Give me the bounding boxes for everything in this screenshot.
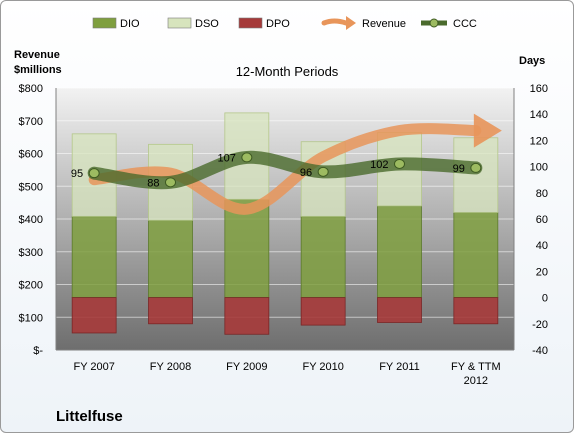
dio-bar [453, 212, 499, 298]
ccc-point [317, 166, 329, 177]
category-label: FY 2010 [302, 361, 343, 373]
legend-swatch [238, 17, 263, 29]
dpo-bar [453, 297, 499, 325]
ccc-data-label: 99 [453, 163, 465, 175]
dpo-bar [148, 297, 193, 325]
right-tick-label: 80 [536, 188, 548, 200]
ccc-data-label: 102 [370, 159, 388, 171]
left-tick-label: $- [33, 345, 43, 357]
revenue-arrowhead [473, 113, 502, 148]
category-label: FY 2007 [73, 361, 114, 373]
ccc-data-label: 88 [147, 177, 159, 189]
left-tick-label: $100 [19, 312, 43, 324]
right-tick-label: 160 [530, 83, 548, 95]
legend-swatch [92, 17, 117, 29]
legend-ccc-marker [429, 18, 439, 28]
left-axis-label-line2: $millions [14, 64, 62, 76]
ccc-point [165, 177, 176, 188]
dpo-bar [224, 297, 270, 335]
dio-bar [71, 215, 117, 299]
ccc-data-label: 107 [217, 152, 235, 164]
legend-revenue-arrowhead [346, 16, 356, 30]
left-tick-label: $700 [19, 116, 43, 128]
right-tick-label: 120 [530, 135, 548, 147]
category-label: 2012 [464, 375, 488, 387]
axis-ticks: $- $100 $200 $300 $400 $500 $600 $700 $800 -40 -20… [19, 83, 548, 387]
legend: DIO DSO DPO Revenue CCC [92, 16, 477, 30]
right-tick-label: -40 [532, 345, 548, 357]
left-tick-label: $800 [19, 83, 43, 95]
dio-bar [300, 215, 346, 299]
left-tick-label: $600 [19, 149, 43, 161]
right-tick-label: 20 [536, 266, 548, 278]
category-label: FY 2008 [150, 361, 191, 373]
ccc-point [88, 168, 100, 179]
ccc-line [87, 150, 483, 190]
category-label: FY & TTM [451, 361, 501, 373]
chart-title: 12-Month Periods [236, 64, 339, 79]
revenue-layer [88, 113, 502, 215]
ccc-data-label: 96 [300, 167, 312, 179]
right-tick-label: -20 [532, 319, 548, 331]
dio-bar [148, 219, 193, 298]
legend-label: DIO [120, 18, 140, 30]
category-label: FY 2009 [226, 361, 267, 373]
left-tick-label: $500 [19, 181, 43, 193]
legend-swatch [167, 17, 192, 29]
dpo-bar [377, 297, 422, 323]
ccc-layer [87, 150, 483, 190]
ccc-data-label: 95 [71, 168, 83, 180]
ccc-point [394, 158, 405, 169]
legend-label: Revenue [362, 18, 406, 30]
dio-bar [377, 205, 422, 298]
right-tick-label: 0 [542, 293, 548, 305]
dpo-bar [300, 297, 346, 326]
data-labels: 95 88 107 96 102 99 [71, 152, 465, 189]
legend-label: DPO [266, 18, 290, 30]
ccc-point [241, 152, 253, 163]
right-tick-label: 100 [530, 162, 548, 174]
right-tick-label: 140 [530, 109, 548, 121]
right-tick-label: 40 [536, 240, 548, 252]
right-axis-label: Days [519, 55, 545, 67]
left-tick-label: $200 [19, 280, 43, 292]
ccc-point [470, 162, 482, 173]
left-tick-label: $400 [19, 214, 43, 226]
right-tick-label: 60 [536, 214, 548, 226]
dso-bar [453, 137, 499, 213]
left-axis-label-line1: Revenue [14, 49, 60, 61]
legend-label: CCC [453, 18, 477, 30]
left-tick-label: $300 [19, 247, 43, 259]
legend-revenue-swatch [321, 18, 349, 26]
dio-bar [224, 198, 270, 299]
revenue-line [88, 123, 482, 215]
company-name: Littelfuse [56, 408, 123, 425]
legend-label: DSO [195, 18, 219, 30]
category-label: FY 2011 [379, 361, 420, 373]
dpo-bar [71, 297, 117, 334]
